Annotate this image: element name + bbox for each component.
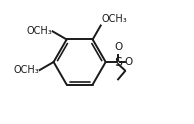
Text: OCH₃: OCH₃ — [13, 65, 39, 75]
Text: OCH₃: OCH₃ — [26, 26, 52, 36]
Text: O: O — [114, 42, 122, 52]
Text: O: O — [124, 57, 133, 67]
Text: S: S — [114, 56, 122, 68]
Text: OCH₃: OCH₃ — [101, 14, 127, 24]
